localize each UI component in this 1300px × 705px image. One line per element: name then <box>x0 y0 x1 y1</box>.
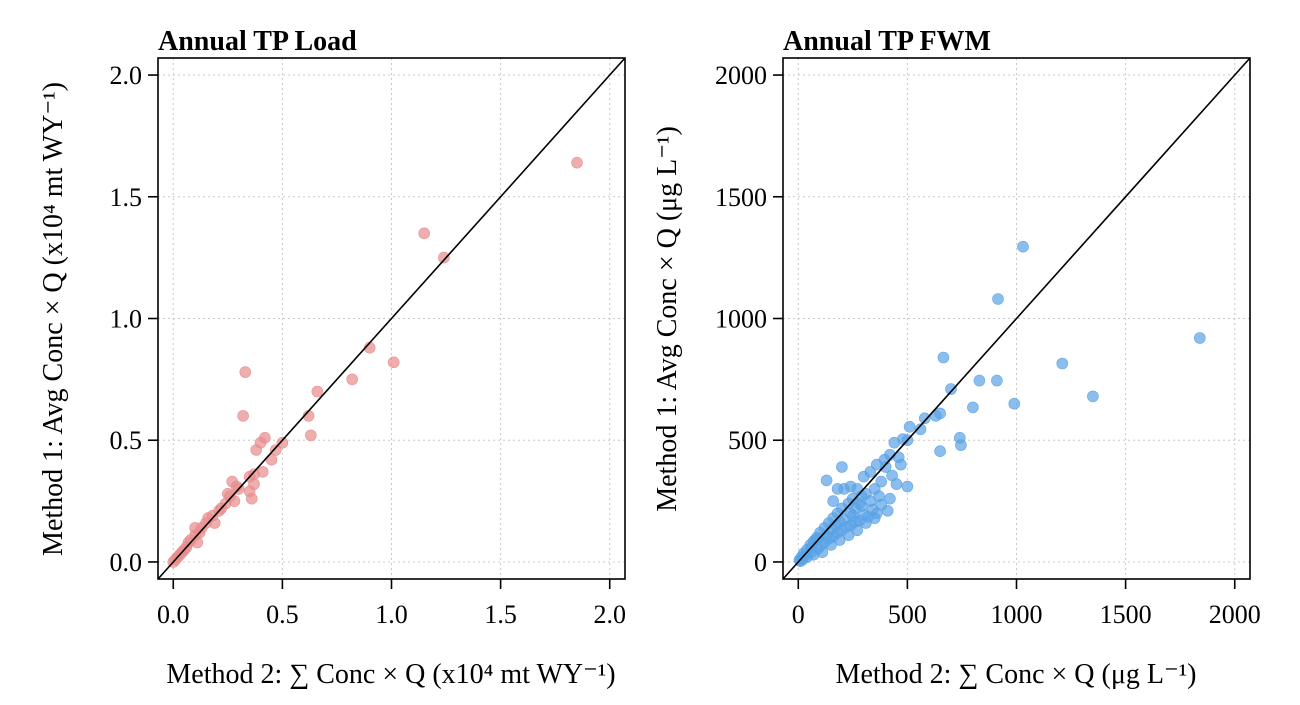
data-point <box>571 156 583 169</box>
data-point <box>934 407 946 420</box>
x-axis-ticks: 0.0 0.5 1.0 1.5 2.0 <box>157 579 626 629</box>
data-point <box>844 507 857 520</box>
identity-line <box>782 57 1251 580</box>
data-point <box>914 423 927 436</box>
data-point <box>886 469 898 482</box>
x-axis-label: Method 2: ∑ Conc × Q (x10⁴ mt WY⁻¹) <box>166 659 615 690</box>
data-point <box>973 374 986 387</box>
y-tick-label: 500 <box>728 426 767 455</box>
data-point <box>237 410 249 422</box>
data-point <box>868 483 881 495</box>
chart-title: Annual TP FWM <box>783 26 991 57</box>
panel-annual-tp-fwm: Annual TP FWM 0 500 1000 1500 2000 0 500 1000 1… <box>652 26 1261 690</box>
y-tick-label: 2000 <box>715 61 767 90</box>
x-axis-label: Method 2: ∑ Conc × Q (μg L⁻¹) <box>836 659 1197 690</box>
data-point <box>955 439 967 451</box>
data-point <box>387 356 400 369</box>
y-tick-label: 1500 <box>715 183 767 212</box>
x-axis-ticks: 0 500 1000 1500 2000 <box>792 579 1261 629</box>
data-point <box>901 480 914 493</box>
data-point <box>820 474 833 487</box>
data-point <box>1194 332 1206 344</box>
data-point <box>1008 397 1021 410</box>
y-axis-ticks: 0.0 0.5 1.0 1.5 2.0 <box>110 61 158 577</box>
y-axis-ticks: 0 500 1000 1500 2000 <box>715 61 783 577</box>
data-point <box>794 555 807 568</box>
x-tick-label: 2000 <box>1209 600 1261 629</box>
data-point <box>833 515 846 528</box>
points-layer <box>793 240 1206 568</box>
x-tick-label: 1500 <box>1100 600 1152 629</box>
data-point <box>870 458 883 471</box>
y-axis-label: Method 1: Avg Conc × Q (μg L⁻¹) <box>652 126 683 512</box>
data-point <box>346 373 359 386</box>
data-point <box>304 429 317 442</box>
data-point <box>311 385 324 398</box>
x-tick-label: 0 <box>792 600 805 629</box>
y-tick-label: 1000 <box>715 305 767 334</box>
x-tick-label: 500 <box>888 600 927 629</box>
data-point <box>1017 240 1029 253</box>
data-point <box>857 508 870 521</box>
identity-line <box>157 57 626 580</box>
data-point <box>191 536 204 549</box>
chart-title: Annual TP Load <box>158 26 357 57</box>
data-point <box>418 227 431 240</box>
x-tick-label: 2.0 <box>593 600 626 629</box>
y-tick-label: 0 <box>754 548 767 577</box>
data-point <box>992 293 1004 305</box>
data-point <box>903 420 916 433</box>
y-tick-label: 2.0 <box>110 61 143 90</box>
x-tick-label: 1.0 <box>375 600 408 629</box>
y-tick-label: 0.5 <box>110 426 143 455</box>
y-tick-label: 0.0 <box>110 548 143 577</box>
data-point <box>991 374 1003 387</box>
data-point <box>967 401 979 414</box>
data-point <box>937 351 950 364</box>
points-layer <box>167 156 583 568</box>
x-tick-label: 1.5 <box>484 600 517 629</box>
data-point <box>875 498 888 511</box>
panel-annual-tp-load: Annual TP Load 0.0 0.5 1.0 1.5 2.0 0.0 0.5 1.0… <box>38 26 626 690</box>
data-point <box>853 497 866 510</box>
data-point <box>945 383 957 395</box>
data-point <box>934 445 946 458</box>
data-point <box>888 436 901 449</box>
data-point <box>825 523 837 535</box>
data-point <box>246 492 258 505</box>
y-axis-label: Method 1: Avg Conc × Q (x10⁴ mt WY⁻¹) <box>38 82 69 556</box>
data-point <box>918 412 931 425</box>
x-tick-label: 0.5 <box>266 600 299 629</box>
data-point <box>276 436 289 449</box>
y-tick-label: 1.5 <box>110 183 143 212</box>
data-point <box>1056 357 1069 370</box>
x-tick-label: 0.0 <box>157 600 190 629</box>
data-point <box>857 470 870 483</box>
data-point <box>831 483 844 495</box>
data-point <box>875 475 888 488</box>
data-point <box>269 444 282 456</box>
data-point <box>438 251 450 264</box>
x-tick-label: 1000 <box>991 600 1043 629</box>
data-point <box>827 495 840 507</box>
data-point <box>884 492 896 505</box>
data-point <box>836 461 848 473</box>
y-tick-label: 1.0 <box>110 305 143 334</box>
data-point <box>866 503 879 516</box>
data-point <box>239 366 252 378</box>
data-point <box>250 444 263 456</box>
data-point <box>894 458 907 471</box>
data-point <box>1087 390 1099 403</box>
